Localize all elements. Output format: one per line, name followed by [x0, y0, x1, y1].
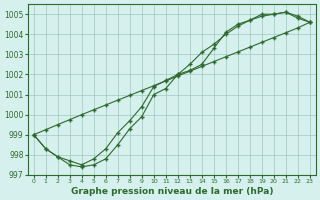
X-axis label: Graphe pression niveau de la mer (hPa): Graphe pression niveau de la mer (hPa): [70, 187, 273, 196]
